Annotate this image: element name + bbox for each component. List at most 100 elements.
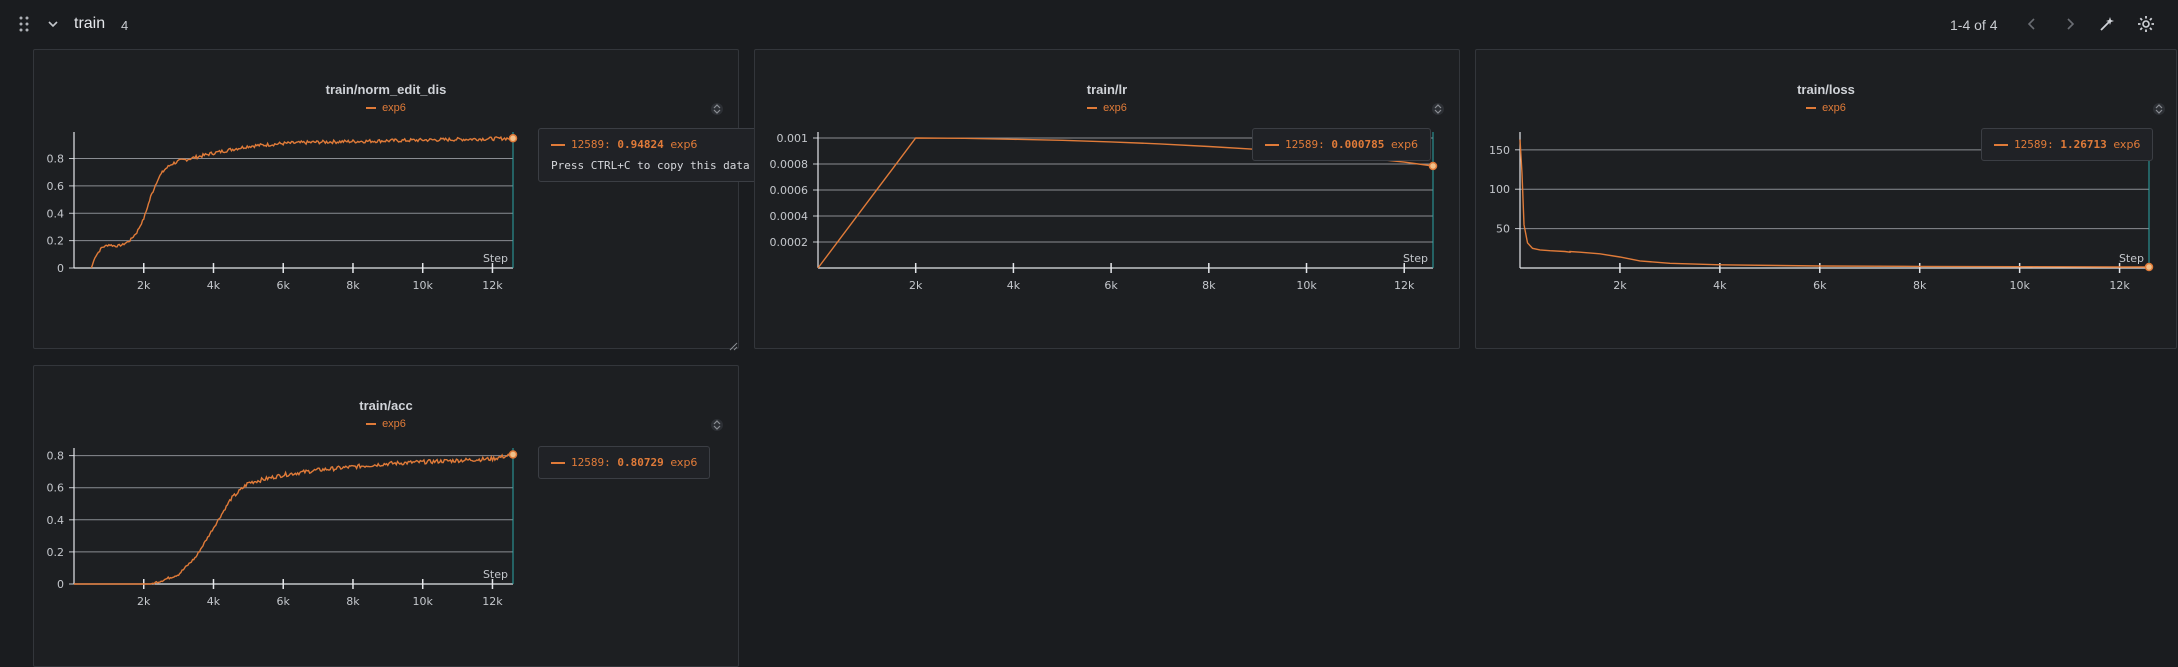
legend: exp6 (34, 102, 738, 114)
series-line-exp6 (1519, 139, 2149, 268)
hover-point (1428, 161, 1438, 171)
chart-panel-acc[interactable]: train/acc exp6 0 0.2 0.4 0.6 0.8 2k 4k 6k 8k 10k 1… (33, 365, 739, 667)
panel-menu-icon[interactable] (1431, 102, 1445, 116)
hover-point (508, 450, 518, 459)
panel-title: train/lr (1086, 82, 1128, 97)
panel-menu-icon[interactable] (710, 102, 724, 116)
legend-swatch (366, 107, 377, 110)
x-axis-label: Step (1403, 252, 1428, 265)
y-tick-label: 150 (1489, 144, 1510, 157)
drag-handle-icon[interactable] (18, 15, 30, 33)
x-tick-label: 8k (346, 595, 360, 608)
hover-point (2144, 262, 2154, 272)
chart-panel-loss[interactable]: train/loss exp6 50 100 150 2k 4k 6k 8k 10k 12k St… (1475, 49, 2177, 349)
magic-wand-icon[interactable] (2097, 14, 2117, 34)
series-line-exp6 (74, 453, 514, 585)
y-tick-label: 0.2 (47, 546, 65, 559)
x-tick-label: 6k (1104, 279, 1118, 292)
x-tick-label: 12k (482, 279, 503, 292)
y-tick-label: 0 (57, 578, 64, 591)
tooltip-value: 1.26713 (2060, 138, 2107, 151)
x-tick-label: 10k (413, 595, 434, 608)
x-tick-label: 8k (1202, 279, 1216, 292)
legend-label: exp6 (1822, 102, 1846, 114)
x-axis-label: Step (483, 252, 508, 265)
resize-handle-icon[interactable] (728, 338, 742, 352)
x-axis-label: Step (483, 568, 508, 581)
panel-menu-icon[interactable] (710, 418, 724, 432)
section-header: train 4 1-4 of 4 (0, 0, 2178, 50)
line-chart[interactable]: 0.0002 0.0004 0.0006 0.0008 0.001 2k 4k 6k 8k 10k… (755, 50, 1459, 348)
line-chart[interactable]: 0 0.2 0.4 0.6 0.8 2k 4k 6k 8k 10k 12k Step (34, 50, 738, 348)
panel-title: train/norm_edit_dis (325, 82, 447, 97)
section-title[interactable]: train (74, 15, 106, 32)
chevron-down-icon[interactable] (46, 17, 60, 31)
pagination-text: 1-4 of 4 (1950, 17, 1998, 33)
panel-title: train/loss (1797, 82, 1855, 97)
x-tick-label: 10k (413, 279, 434, 292)
legend-label: exp6 (382, 418, 406, 430)
gear-icon[interactable] (2136, 14, 2156, 34)
tooltip-step: 12589 (2014, 138, 2048, 151)
y-tick-label: 100 (1489, 183, 1510, 196)
tooltip-run: exp6 (2113, 138, 2141, 151)
x-tick-label: 4k (1007, 279, 1021, 292)
data-tooltip: 12589: 1.26713 exp6 (1981, 128, 2154, 161)
line-chart[interactable]: 50 100 150 2k 4k 6k 8k 10k 12k Step (1476, 50, 2176, 348)
legend-label: exp6 (1103, 102, 1127, 114)
x-tick-label: 2k (909, 279, 923, 292)
legend-swatch (1806, 107, 1817, 110)
y-tick-label: 0 (57, 262, 64, 275)
y-tick-label: 0.6 (47, 180, 65, 193)
y-tick-label: 0.8 (47, 450, 65, 463)
y-tick-label: 0.0006 (770, 184, 809, 197)
x-tick-label: 10k (1296, 279, 1317, 292)
x-tick-label: 2k (1613, 279, 1627, 292)
tooltip-hint: Press CTRL+C to copy this data (551, 159, 750, 172)
y-tick-label: 0.0008 (770, 158, 809, 171)
tooltip-run: exp6 (670, 456, 698, 469)
tooltip-line-swatch (551, 462, 565, 464)
tooltip-step: 12589 (571, 456, 605, 469)
line-chart[interactable]: 0 0.2 0.4 0.6 0.8 2k 4k 6k 8k 10k 12k Step (34, 366, 738, 666)
x-tick-label: 12k (482, 595, 503, 608)
y-tick-label: 0.0004 (770, 210, 809, 223)
tooltip-value: 0.000785 (1331, 138, 1385, 151)
chevron-left-icon[interactable] (2022, 14, 2042, 34)
legend: exp6 (755, 102, 1459, 114)
y-tick-label: 0.001 (777, 132, 809, 145)
tooltip-run: exp6 (670, 138, 698, 151)
y-tick-label: 0.2 (47, 235, 65, 248)
legend-swatch (366, 423, 377, 426)
x-tick-label: 4k (207, 279, 221, 292)
y-tick-label: 0.4 (47, 207, 65, 220)
legend-swatch (1087, 107, 1098, 110)
y-tick-label: 0.0002 (770, 236, 809, 249)
panel-title: train/acc (359, 398, 413, 413)
y-tick-label: 0.6 (47, 482, 65, 495)
data-tooltip: 12589: 0.000785 exp6 (1252, 128, 1432, 161)
chart-panel-norm-edit-dis[interactable]: train/norm_edit_dis exp6 0 0.2 0.4 0.6 0.8 2k… (33, 49, 763, 352)
y-tick-label: 0.4 (47, 514, 65, 527)
x-tick-label: 8k (1913, 279, 1927, 292)
x-tick-label: 2k (137, 279, 151, 292)
x-tick-label: 10k (2009, 279, 2030, 292)
tooltip-step: 12589 (571, 138, 605, 151)
series-line-exp6 (90, 135, 514, 269)
tooltip-line-swatch (551, 144, 565, 146)
x-tick-label: 12k (1394, 279, 1415, 292)
panel-menu-icon[interactable] (2152, 102, 2166, 116)
legend: exp6 (34, 418, 738, 430)
data-tooltip: 12589: 0.80729 exp6 (538, 446, 711, 479)
x-tick-label: 4k (207, 595, 221, 608)
x-tick-label: 8k (346, 279, 360, 292)
x-tick-label: 6k (277, 595, 291, 608)
y-tick-label: 0.8 (47, 153, 65, 166)
chart-panel-lr[interactable]: train/lr exp6 0.0002 0.0004 0.0006 0.0008 0.… (754, 49, 1460, 349)
x-tick-label: 2k (137, 595, 151, 608)
data-tooltip: 12589: 0.94824 exp6 Press CTRL+C to copy… (538, 128, 763, 182)
y-tick-label: 50 (1496, 223, 1510, 236)
x-tick-label: 12k (2109, 279, 2130, 292)
tooltip-line-swatch (1265, 144, 1279, 146)
chevron-right-icon[interactable] (2060, 14, 2080, 34)
